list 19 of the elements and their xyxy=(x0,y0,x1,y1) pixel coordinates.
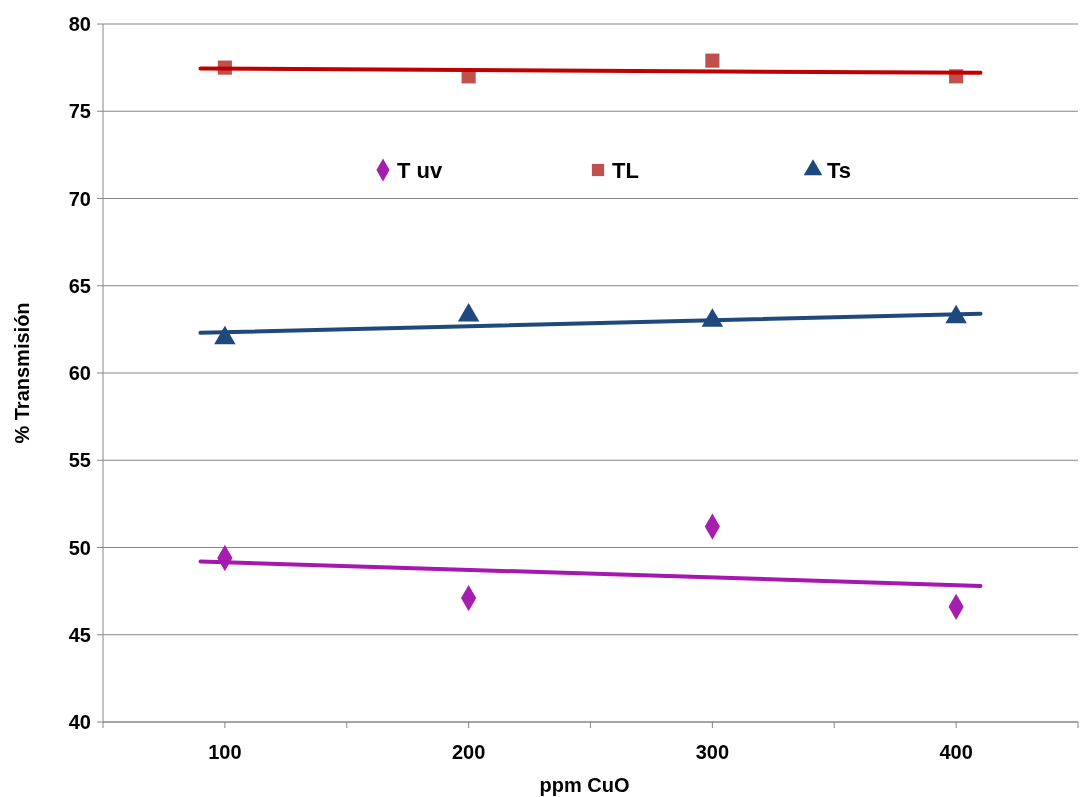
x-tick-label: 200 xyxy=(451,741,486,763)
y-axis-title: % Transmisión xyxy=(11,302,33,444)
y-tick-label: 45 xyxy=(68,623,91,646)
legend-label: T uv xyxy=(397,158,443,183)
y-tick-label: 55 xyxy=(68,449,91,472)
x-tick-label: 100 xyxy=(208,741,242,763)
x-axis-title: ppm CuO xyxy=(539,774,630,796)
y-tick-label: 60 xyxy=(68,362,91,384)
y-tick-label: 40 xyxy=(68,711,91,733)
x-tick-label: 400 xyxy=(939,741,973,763)
legend-label: Ts xyxy=(827,158,852,183)
y-tick-label: 70 xyxy=(68,187,91,210)
x-tick-label: 300 xyxy=(695,741,730,763)
point xyxy=(705,53,720,68)
y-tick-label: 50 xyxy=(68,536,91,559)
legend-label: TL xyxy=(612,158,639,183)
y-tick-label: 75 xyxy=(68,100,91,123)
y-tick-label: 80 xyxy=(68,13,91,35)
y-tick-label: 65 xyxy=(68,274,91,297)
